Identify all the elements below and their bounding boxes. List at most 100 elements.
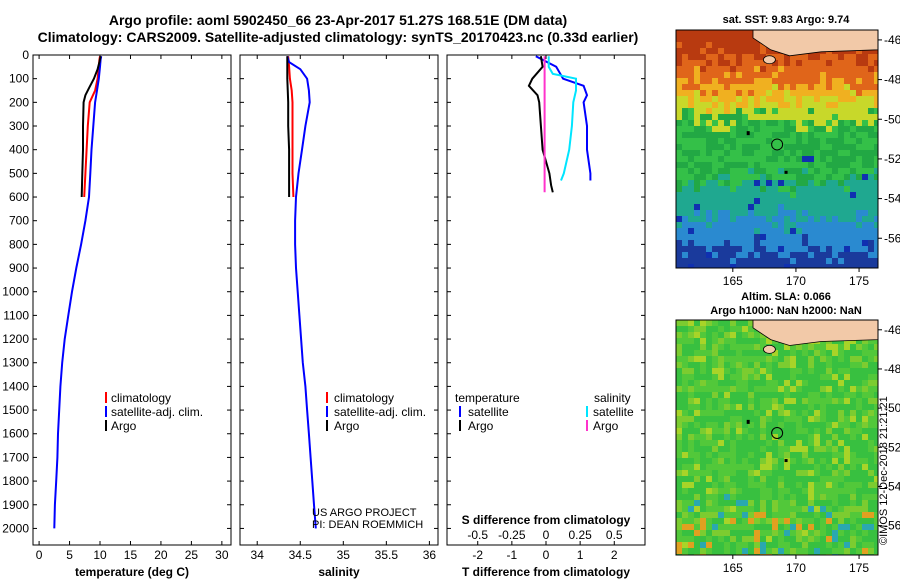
argo-position-marker [771, 426, 784, 439]
x-tick-label: 5 [66, 548, 73, 562]
series-line-climatology [83, 56, 101, 198]
legend-label: Argo [593, 419, 619, 433]
campbell-island-shape [784, 170, 788, 174]
legend-swatch [105, 420, 107, 431]
stewart-island-shape [763, 344, 776, 354]
x-tick-label: 34.5 [289, 548, 313, 562]
auckland-islands-shape [746, 131, 750, 136]
project-annotation: PI: DEAN ROEMMICH [312, 519, 423, 531]
landmass-shape [752, 320, 878, 346]
depth-tick-label: 1100 [3, 308, 29, 322]
x-tick-label: 30 [215, 548, 229, 562]
landmass-shape [752, 30, 878, 57]
depth-tick-label: 1600 [2, 427, 29, 441]
sla-map-title-line2: Argo h1000: NaN h2000: NaN [710, 305, 862, 317]
x-tick-label: 35 [337, 548, 351, 562]
depth-tick-label: 1300 [2, 356, 29, 370]
depth-tick-label: 600 [9, 190, 29, 204]
series-line-climatology [287, 56, 295, 198]
series-line-salinity-satellite [547, 56, 577, 181]
legend-label: Argo [468, 419, 494, 433]
legend-swatch [586, 406, 588, 417]
lat-tick-label: -48 [884, 73, 900, 87]
x-tick-label: 15 [124, 548, 138, 562]
x-tick-label: 34 [251, 548, 265, 562]
legend-label: satellite [468, 405, 509, 419]
x-axis-label: salinity [318, 565, 360, 579]
auckland-islands-shape [746, 419, 750, 424]
legend-label: satellite [593, 405, 634, 419]
x-tick-label: 25 [185, 548, 199, 562]
top-x-tick-label: 0 [543, 528, 550, 542]
series-line-temperature-satellite [535, 55, 592, 181]
sst-map-image [676, 30, 878, 268]
map-frame [675, 29, 879, 269]
legend-label: satellite-adj. clim. [111, 405, 203, 419]
lat-tick-label: -56 [884, 231, 900, 245]
x-axis-label-top: S difference from climatology [462, 513, 631, 527]
series-line-argo [286, 56, 291, 197]
depth-tick-label: 1800 [2, 474, 29, 488]
legend-swatch [326, 392, 328, 403]
x-tick-label: 0 [543, 548, 550, 562]
plot-title-line2: Climatology: CARS2009. Satellite-adjuste… [37, 29, 639, 45]
top-x-tick-label: 0.5 [606, 528, 623, 542]
lat-tick-label: -46 [884, 323, 900, 337]
depth-tick-label: 2000 [2, 521, 29, 535]
top-x-tick-label: 0.25 [568, 528, 592, 542]
x-tick-label: 1 [577, 548, 584, 562]
depth-tick-label: 700 [9, 214, 29, 228]
series-line-argo [80, 56, 102, 198]
x-tick-label: -2 [472, 548, 483, 562]
x-tick-label: 0 [36, 548, 43, 562]
x-axis-label: temperature (deg C) [75, 565, 189, 579]
argo-position-marker [771, 138, 784, 151]
x-tick-label: 2 [611, 548, 618, 562]
plot-title-line1: Argo profile: aoml 5902450_66 23-Apr-201… [108, 12, 568, 28]
map-frame [675, 319, 879, 556]
imos-credit: ©IMOS 12-Dec-2018 21:21:21 [878, 396, 890, 545]
temperature-panel: 0100200300400500600700800900100011001200… [2, 48, 232, 579]
lat-tick-label: -50 [884, 112, 900, 126]
stewart-island-shape [763, 55, 776, 65]
legend-label: satellite-adj. clim. [334, 405, 426, 419]
lat-tick-label: -46 [884, 33, 900, 47]
depth-tick-label: 200 [9, 95, 29, 109]
panel-frame [446, 54, 646, 546]
depth-tick-label: 100 [9, 72, 29, 86]
sst-map: -46 -48 -50 -52 -54 -56 165 170 175 [675, 29, 900, 288]
x-tick-label: 36 [423, 548, 437, 562]
depth-tick-label: 900 [9, 261, 29, 275]
lat-tick-label: -56 [884, 519, 900, 533]
depth-tick-label: 0 [22, 48, 29, 62]
depth-tick-label: 1400 [2, 379, 29, 393]
lon-tick-label: 175 [849, 274, 869, 288]
lon-tick-label: 165 [723, 274, 743, 288]
x-tick-label: 20 [154, 548, 168, 562]
depth-tick-label: 1700 [2, 450, 29, 464]
legend-swatch [105, 406, 107, 417]
lat-tick-label: -52 [884, 152, 900, 166]
legend-swatch [586, 420, 588, 431]
x-axis-label: T difference from climatology [462, 565, 630, 579]
lon-tick-label: 170 [786, 561, 806, 575]
x-tick-label: 10 [93, 548, 107, 562]
panel-frame [239, 54, 439, 546]
depth-tick-label: 1900 [2, 498, 29, 512]
salinity-panel: 34 34.5 35 35.5 36 salinity climatologysatelli… [239, 54, 439, 579]
depth-tick-label: 1200 [2, 332, 29, 346]
top-x-tick-label: -0.25 [498, 528, 526, 542]
depth-tick-label: 1500 [2, 403, 29, 417]
depth-tick-label: 400 [9, 143, 29, 157]
legend-label: Argo [111, 419, 137, 433]
sla-map-image [676, 320, 878, 555]
series-line-satellite-adj-clim- [286, 55, 317, 529]
legend-label: climatology [111, 391, 171, 405]
depth-tick-label: 800 [9, 237, 29, 251]
legend-swatch [326, 406, 328, 417]
lat-tick-label: -54 [884, 479, 900, 493]
lon-tick-label: 175 [849, 561, 869, 575]
legend-label: climatology [334, 391, 394, 405]
